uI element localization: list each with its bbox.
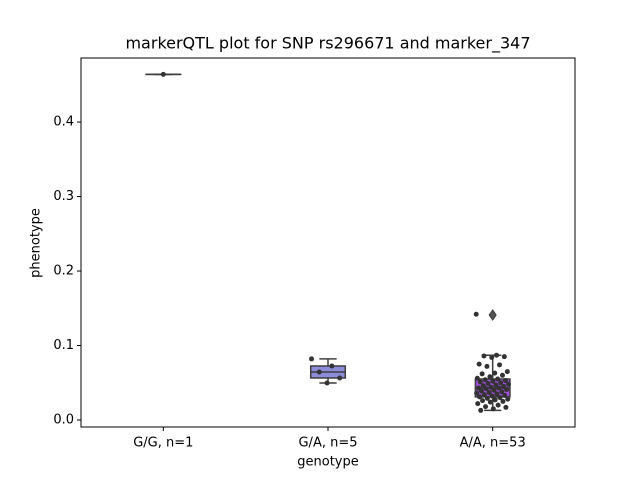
data-point: [160, 71, 166, 77]
y-tick-label: 0.0: [53, 412, 74, 427]
data-point: [478, 388, 484, 394]
data-point: [492, 370, 498, 376]
data-point: [503, 404, 509, 410]
data-point: [476, 361, 482, 367]
plot-frame: [80, 57, 576, 428]
data-point: [486, 389, 492, 395]
data-point: [489, 393, 495, 399]
data-point: [498, 380, 504, 386]
data-point: [329, 363, 335, 369]
data-point: [484, 395, 490, 401]
data-point: [478, 407, 484, 413]
data-point: [479, 371, 485, 377]
data-point: [490, 378, 496, 384]
data-point: [485, 381, 491, 387]
data-point: [502, 378, 508, 384]
chart-title: markerQTL plot for SNP rs296671 and mark…: [125, 34, 530, 54]
data-point: [500, 398, 506, 404]
data-point: [477, 394, 483, 400]
data-point: [474, 375, 480, 381]
data-point: [499, 389, 505, 395]
data-point: [501, 354, 507, 360]
data-point: [481, 353, 487, 359]
data-point: [337, 375, 343, 381]
data-point: [491, 387, 497, 393]
data-point: [505, 396, 511, 402]
x-tick-label: A/A, n=53: [460, 436, 526, 451]
data-point: [492, 397, 498, 403]
data-point: [483, 404, 489, 410]
data-point: [477, 379, 483, 385]
data-point: [504, 386, 510, 392]
data-point: [495, 402, 501, 408]
outlier: [488, 309, 497, 321]
x-tick-label: G/A, n=5: [298, 436, 357, 451]
x-axis-label: genotype: [297, 455, 358, 470]
x-tick-label: G/G, n=1: [133, 436, 193, 451]
data-point: [505, 381, 511, 387]
data-point: [487, 374, 493, 380]
data-point: [480, 398, 486, 404]
data-point: [489, 354, 495, 360]
data-point: [473, 311, 479, 317]
data-point: [494, 352, 500, 358]
data-point: [474, 390, 480, 396]
y-axis-label: phenotype: [29, 208, 44, 278]
data-point: [497, 395, 503, 401]
data-point: [483, 386, 489, 392]
data-point: [504, 369, 510, 375]
data-point: [499, 372, 505, 378]
data-point: [316, 369, 322, 375]
data-point: [495, 376, 501, 382]
data-point: [502, 392, 508, 398]
data-point: [309, 356, 315, 362]
data-point: [484, 363, 490, 369]
data-point: [490, 406, 496, 412]
data-point: [496, 385, 502, 391]
data-point: [475, 401, 481, 407]
data-point: [487, 399, 493, 405]
y-tick-label: 0.2: [53, 264, 74, 279]
y-tick-label: 0.1: [53, 338, 74, 353]
y-tick-label: 0.4: [53, 115, 74, 130]
data-point: [494, 391, 500, 397]
data-point: [497, 362, 503, 368]
y-tick-label: 0.3: [53, 189, 74, 204]
data-point: [324, 380, 330, 386]
data-point: [482, 377, 488, 383]
data-point: [481, 392, 487, 398]
